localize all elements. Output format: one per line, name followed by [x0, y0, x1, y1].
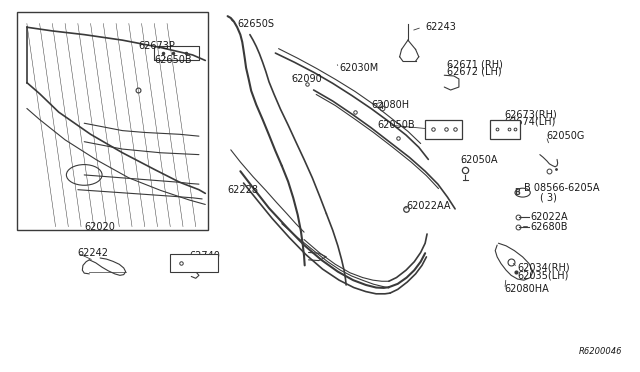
Text: 62050B: 62050B — [378, 120, 415, 130]
Text: 62674(LH): 62674(LH) — [505, 116, 556, 126]
Text: 62740: 62740 — [189, 251, 220, 261]
Text: 62050A: 62050A — [460, 155, 498, 165]
Bar — [17, 13, 209, 230]
Text: 62090: 62090 — [291, 74, 322, 84]
Text: 62650B: 62650B — [154, 55, 192, 65]
Text: 62080H: 62080H — [371, 100, 409, 110]
Bar — [490, 119, 520, 139]
Bar — [425, 119, 462, 139]
Text: 62673P: 62673P — [138, 41, 175, 51]
Text: 62671 (RH): 62671 (RH) — [447, 59, 503, 69]
Text: R6200046: R6200046 — [579, 347, 623, 356]
Text: 62050G: 62050G — [546, 131, 584, 141]
Text: 62680B: 62680B — [531, 222, 568, 232]
Text: 62673(RH): 62673(RH) — [505, 109, 557, 119]
Text: 62020: 62020 — [84, 222, 115, 232]
Text: ( 3): ( 3) — [540, 192, 557, 202]
Text: B: B — [515, 188, 520, 197]
Text: 62080HA: 62080HA — [505, 284, 550, 294]
Text: 62022AA: 62022AA — [406, 201, 451, 211]
Text: 62672 (LH): 62672 (LH) — [447, 67, 502, 77]
Text: 62034(RH): 62034(RH) — [518, 262, 570, 272]
Text: 62650S: 62650S — [237, 19, 274, 29]
Text: 62242: 62242 — [78, 248, 109, 258]
Text: 62035(LH): 62035(LH) — [518, 270, 569, 280]
Text: 62022A: 62022A — [531, 212, 568, 222]
Text: 62228: 62228 — [228, 185, 259, 195]
Text: 62030M: 62030M — [339, 63, 378, 73]
Text: B 08566-6205A: B 08566-6205A — [524, 183, 600, 193]
Text: 62243: 62243 — [425, 22, 456, 32]
Bar — [170, 254, 218, 272]
